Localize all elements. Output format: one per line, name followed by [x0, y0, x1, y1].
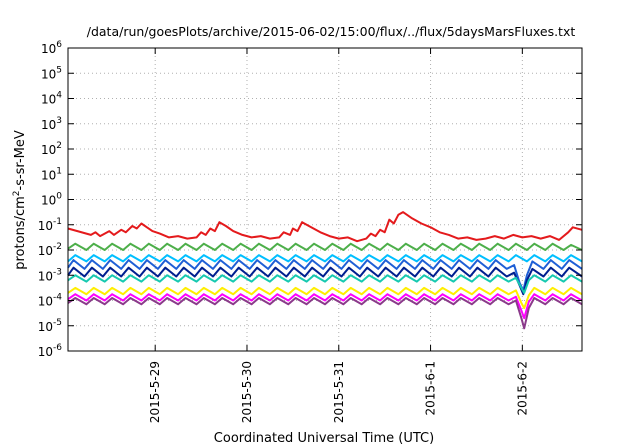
series-line-5: [67, 266, 583, 296]
y-tick-label-base: 10: [38, 320, 53, 334]
y-tick-label-exp: 2: [56, 141, 62, 151]
y-tick-label-base: 10: [41, 67, 56, 81]
series-line-1: [67, 211, 583, 243]
y-tick-label-exp: -2: [53, 242, 62, 252]
y-tick-label: 10-5: [38, 318, 62, 334]
y-tick-label-exp: -6: [53, 343, 62, 353]
y-tick-label: 102: [41, 141, 62, 157]
x-tick-label: 2015-6-2: [515, 361, 529, 415]
y-tick-label-base: 10: [41, 194, 56, 208]
series-layer: [67, 211, 583, 330]
y-tick-label-base: 10: [38, 219, 53, 233]
y-tick-label-base: 10: [41, 118, 56, 132]
y-tick-label: 101: [41, 166, 62, 182]
y-axis-label-rest: -s-sr-MeV: [13, 130, 28, 190]
y-tick-label: 10-1: [38, 217, 62, 233]
y-tick-label: 105: [41, 65, 62, 81]
series-line-6: [67, 274, 583, 294]
y-tick-label-exp: -4: [53, 293, 62, 303]
y-tick-label-base: 10: [41, 143, 56, 157]
y-tick-label-base: 10: [41, 42, 56, 56]
y-tick-label: 10-4: [38, 293, 63, 309]
y-tick-label: 100: [41, 192, 62, 208]
x-tick-label: 2015-6-1: [424, 361, 438, 415]
y-tick-label: 10-2: [38, 242, 62, 258]
y-tick-label-base: 10: [38, 269, 53, 283]
y-tick-label-base: 10: [41, 168, 56, 182]
x-tick-label: 2015-5-30: [240, 361, 254, 423]
y-axis-label-base: protons/cm: [13, 196, 28, 270]
y-tick-label-exp: -3: [53, 267, 62, 277]
series-line-4: [67, 259, 583, 292]
x-axis-label: Coordinated Universal Time (UTC): [214, 431, 434, 446]
series-line-3: [67, 254, 583, 263]
y-tick-label: 106: [41, 40, 62, 56]
y-tick-label-exp: 1: [56, 166, 62, 176]
y-axis-label: protons/cm2-s-sr-MeV: [12, 130, 28, 270]
x-tick-label: 2015-5-31: [332, 361, 346, 423]
series-line-7: [67, 286, 583, 310]
y-tick-label-exp: -1: [53, 217, 62, 227]
y-tick-label: 10-6: [38, 343, 63, 359]
y-tick-label-base: 10: [41, 93, 56, 107]
series-line-9: [67, 297, 583, 330]
x-tick-label: 2015-5-29: [148, 361, 162, 423]
y-tick-label-base: 10: [38, 345, 53, 359]
y-tick-label-exp: 3: [56, 116, 62, 126]
y-axis-ticks: 10610510410310210110010-110-210-310-410-…: [38, 40, 582, 359]
y-tick-label-exp: 5: [56, 65, 62, 75]
y-tick-label-base: 10: [38, 244, 53, 258]
y-axis-label-sup: 2: [12, 190, 22, 196]
y-tick-label-base: 10: [38, 295, 53, 309]
y-tick-label-exp: 0: [56, 192, 62, 202]
x-axis-ticks: 2015-5-29 2015-5-30 2015-5-31 2015-6-1 2015-…: [148, 48, 529, 423]
y-tick-label: 104: [41, 91, 62, 107]
y-tick-label: 103: [41, 116, 62, 132]
series-line-2: [67, 242, 583, 251]
y-tick-label-exp: 4: [56, 91, 62, 101]
y-tick-label: 10-3: [38, 267, 62, 283]
y-tick-label-exp: 6: [56, 40, 62, 50]
chart-title: /data/run/goesPlots/archive/2015-06-02/1…: [87, 24, 576, 39]
series-line-8: [67, 293, 583, 320]
y-tick-label-exp: -5: [53, 318, 62, 328]
